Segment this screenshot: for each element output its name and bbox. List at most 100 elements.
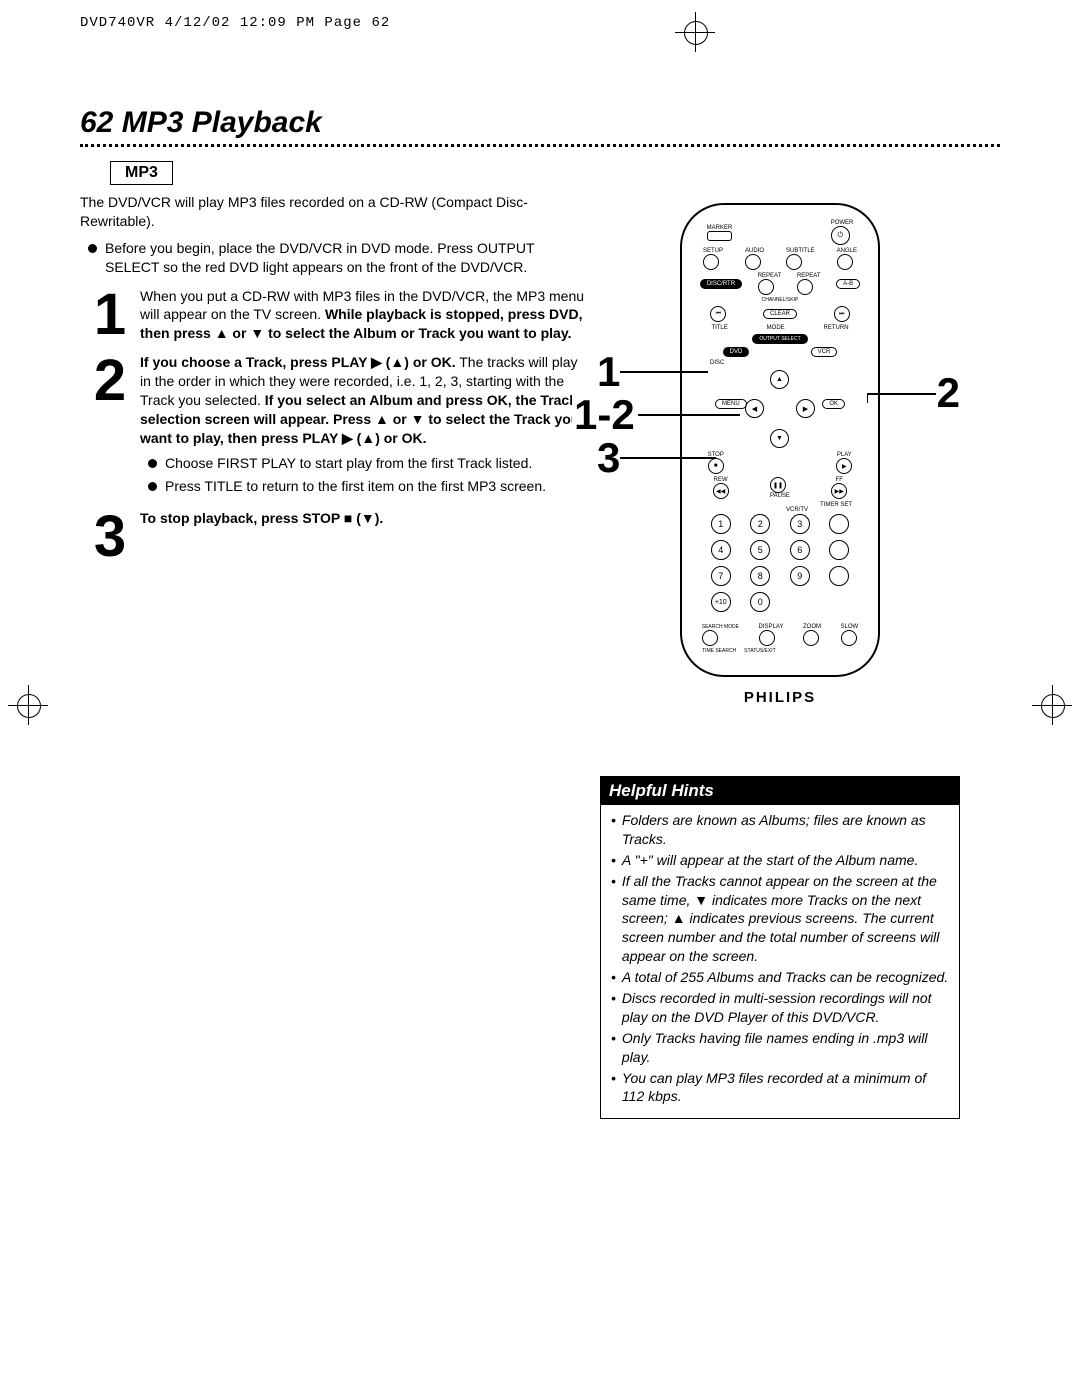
bullet-icon [148, 459, 157, 468]
num-0: 0 [750, 592, 770, 612]
numpad: 1 2 3 4 5 6 7 8 9 [705, 514, 855, 612]
label-channel: CHANNEL/SKIP [762, 298, 799, 303]
play-button: ▶ [836, 458, 852, 474]
label-vcrtv: VCR/TV [786, 507, 808, 513]
section-label: MP3 [110, 161, 173, 185]
angle-button [837, 254, 853, 270]
print-header: DVD740VR 4/12/02 12:09 PM Page 62 [80, 15, 1000, 31]
marker-button [707, 231, 733, 241]
hints-title: Helpful Hints [601, 777, 959, 805]
speed-button [829, 566, 849, 586]
step-3: 3 To stop playback, press STOP ■ (▼). [80, 509, 590, 564]
num-plus10: +10 [711, 592, 731, 612]
crop-mark-icon [675, 12, 715, 52]
hint-item: A "+" will appear at the start of the Al… [622, 851, 918, 870]
bullet-icon [148, 482, 157, 491]
num-6: 6 [790, 540, 810, 560]
num-1: 1 [711, 514, 731, 534]
intro-bullet: Before you begin, place the DVD/VCR in D… [80, 239, 590, 277]
dvd-button: DVD [723, 347, 750, 357]
rew-button: ◀◀ [713, 483, 729, 499]
label-marker: MARKER [707, 225, 733, 231]
memory-button [829, 540, 849, 560]
label-angle: ANGLE [837, 248, 857, 254]
ok-button: OK [822, 399, 845, 409]
label-play: PLAY [836, 452, 852, 458]
step-number: 2 [80, 353, 140, 499]
step2-bold1: If you choose a Track, press PLAY ▶ (▲) … [140, 354, 456, 370]
dpad: MENU ▲ ◀ ▶ ▼ OK [715, 370, 845, 448]
crop-mark-icon [8, 685, 48, 725]
label-timesearch: TIME SEARCH [702, 649, 736, 654]
clear-button: CLEAR [763, 309, 797, 319]
hint-item: Discs recorded in multi-session recordin… [622, 989, 949, 1027]
num-5: 5 [750, 540, 770, 560]
label-slow: SLOW [841, 624, 859, 630]
label-audio: AUDIO [745, 248, 764, 254]
vcrtv-button [829, 514, 849, 534]
label-disc: DISC [692, 360, 868, 366]
step-2: 2 If you choose a Track, press PLAY ▶ (▲… [80, 353, 590, 499]
label-repeat: REPEAT [758, 273, 782, 279]
step3-bold: To stop playback, press STOP ■ (▼). [140, 510, 383, 526]
setup-button [703, 254, 719, 270]
num-9: 9 [790, 566, 810, 586]
label-ff: FF [831, 477, 847, 483]
step-number: 3 [80, 509, 140, 564]
hint-item: Only Tracks having file names ending in … [622, 1029, 949, 1067]
num-8: 8 [750, 566, 770, 586]
step-number: 1 [80, 287, 140, 344]
label-subtitle: SUBTITLE [786, 248, 815, 254]
step2-bullet1-text: Choose FIRST PLAY to start play from the… [165, 454, 532, 473]
right-button: ▶ [796, 399, 815, 418]
label-status: STATUS/EXIT [744, 649, 775, 654]
skip-next-button: ⏭ [834, 306, 850, 322]
label-display: DISPLAY [759, 624, 784, 630]
output-select-button: OUTPUT SELECT [752, 334, 807, 344]
repeat-button [758, 279, 774, 295]
step2-bullet: Choose FIRST PLAY to start play from the… [140, 454, 590, 473]
zoom-button [803, 630, 819, 646]
crop-mark-icon [1032, 685, 1072, 725]
repeat2-button [797, 279, 813, 295]
label-setup: SETUP [703, 248, 723, 254]
num-3: 3 [790, 514, 810, 534]
callout-1: 1 [595, 348, 622, 396]
page-title: 62 MP3 Playback [80, 106, 1000, 140]
helpful-hints-box: Helpful Hints •Folders are known as Albu… [600, 776, 960, 1119]
label-search: SEARCH MODE [702, 625, 739, 630]
num-4: 4 [711, 540, 731, 560]
search-button [702, 630, 718, 646]
divider [80, 144, 1000, 147]
label-stop: STOP [708, 452, 724, 458]
left-button: ◀ [745, 399, 764, 418]
label-rew: REW [713, 477, 729, 483]
up-button: ▲ [770, 370, 789, 389]
hint-item: A total of 255 Albums and Tracks can be … [622, 968, 948, 987]
num-7: 7 [711, 566, 731, 586]
callout-2: 2 [935, 369, 962, 417]
audio-button [745, 254, 761, 270]
remote-diagram: MARKER POWER⏻ SETUP AUDIO SUBTITLE ANGLE [680, 203, 880, 706]
instructions-column: The DVD/VCR will play MP3 files recorded… [80, 193, 600, 571]
label-power: POWER [831, 220, 854, 226]
stop-button: ■ [708, 458, 724, 474]
label-timer: TIMER SET [692, 502, 868, 508]
step2-bullet2-text: Press TITLE to return to the first item … [165, 477, 546, 496]
hint-item: You can play MP3 files recorded at a min… [622, 1069, 949, 1107]
pause-button: ❚❚ [770, 477, 786, 493]
right-column: 1 1-2 2 3 MARKER [600, 193, 960, 1119]
step-1: 1 When you put a CD-RW with MP3 files in… [80, 287, 590, 344]
bullet-icon [88, 244, 97, 253]
subtitle-button [786, 254, 802, 270]
label-return: RETURN [824, 325, 849, 331]
brand-logo: PHILIPS [680, 689, 880, 706]
step2-bullet: Press TITLE to return to the first item … [140, 477, 590, 496]
num-2: 2 [750, 514, 770, 534]
hints-body: •Folders are known as Albums; files are … [601, 805, 959, 1118]
callout-3: 3 [595, 434, 622, 482]
intro-bullet-text: Before you begin, place the DVD/VCR in D… [105, 239, 590, 277]
label-pause: PAUSE [770, 493, 790, 499]
discrtr-button: DISC/RTR [700, 279, 742, 289]
label-mode: MODE [767, 325, 785, 331]
